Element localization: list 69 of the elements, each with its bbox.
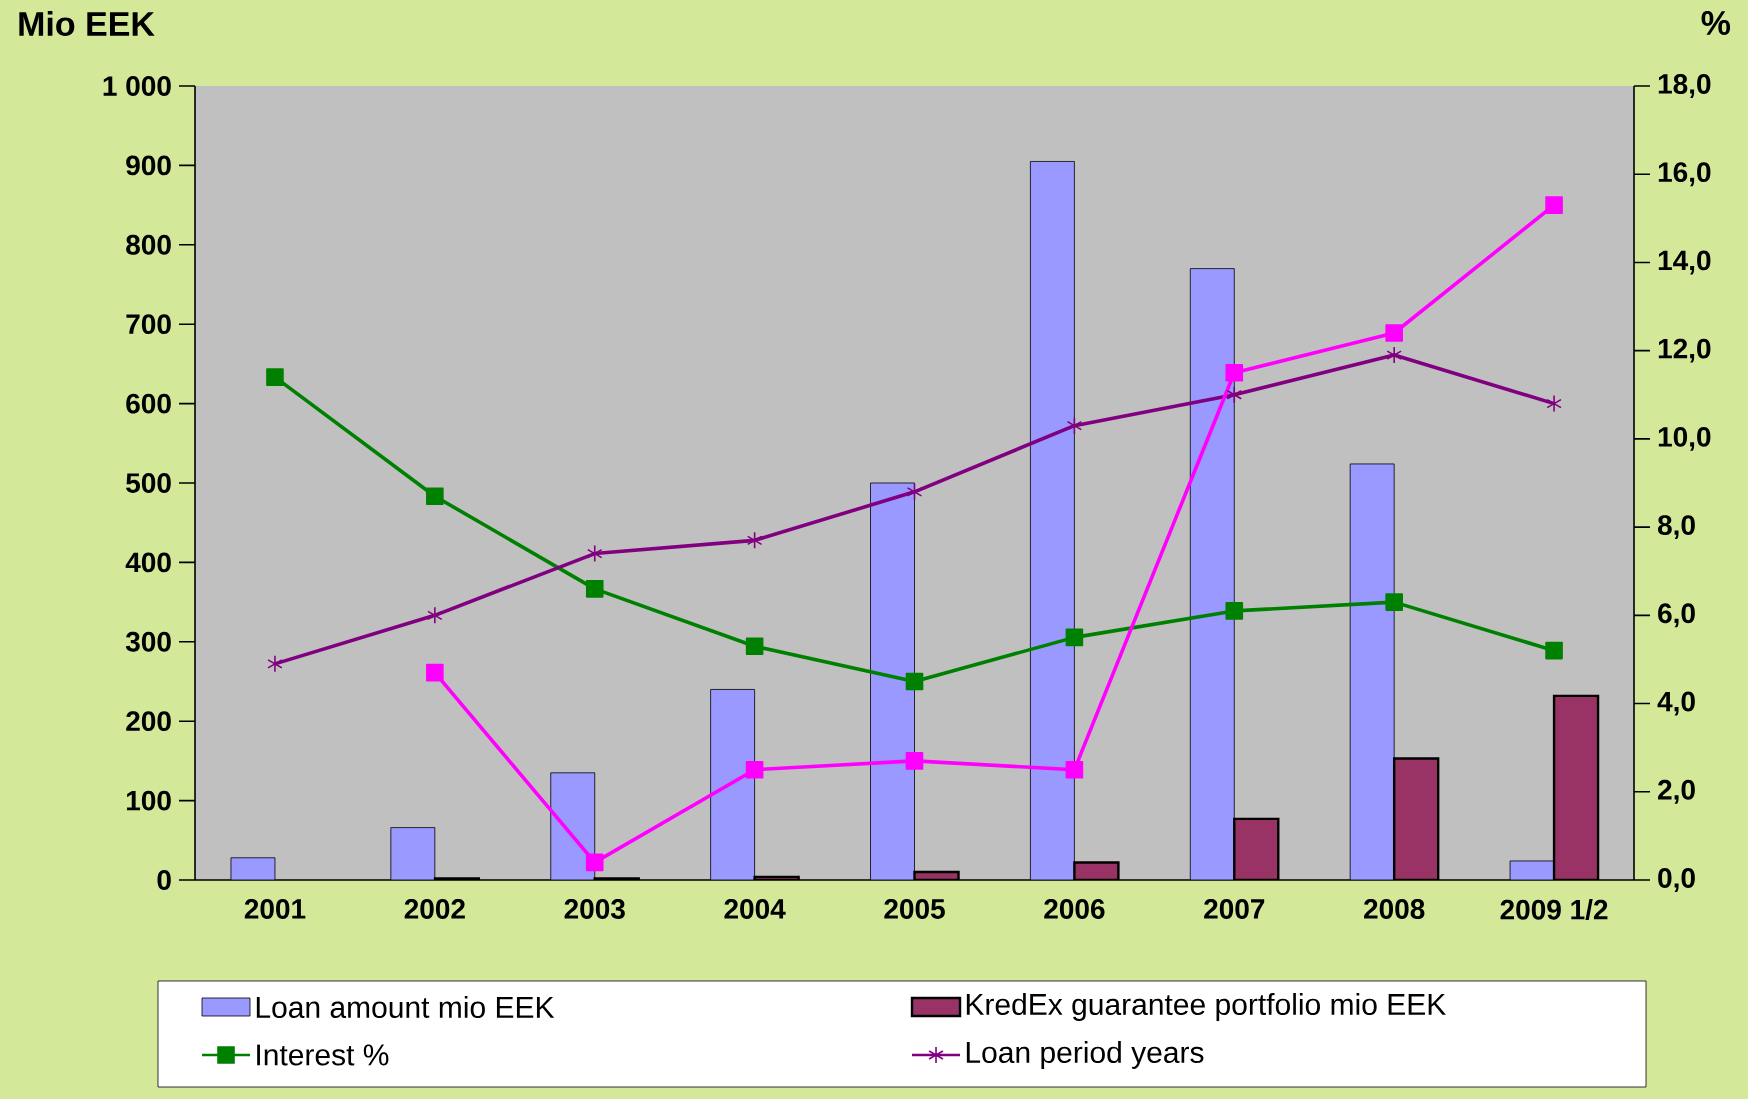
y2-tick-label: 0,0 (1658, 868, 1695, 892)
y-tick-label: 1 000 (103, 76, 171, 96)
point (1225, 363, 1244, 382)
bar (230, 857, 276, 880)
point (1226, 385, 1243, 404)
bar (870, 482, 915, 880)
point (746, 531, 763, 550)
legend-label: Loan amount mio EEK (256, 995, 555, 1019)
bar (1030, 161, 1075, 880)
y-tick-label: 500 (126, 473, 171, 493)
point (585, 580, 604, 598)
y-tick-label: 600 (126, 393, 171, 414)
y-tick-label: 900 (126, 155, 171, 176)
x-tick-label: 2008 (1364, 899, 1425, 919)
point (266, 368, 284, 386)
x-tick-label: 2004 (724, 899, 786, 919)
y2-tick-label: 10,0 (1658, 426, 1711, 451)
y2-tick-label: 12,0 (1658, 338, 1711, 363)
y-tick-label: 400 (125, 552, 171, 573)
x-tick-label: 2007 (1204, 899, 1265, 919)
y-tick-label: 800 (126, 234, 171, 255)
point (906, 483, 923, 501)
x-tick-label: 2002 (404, 899, 465, 919)
point (1065, 628, 1084, 647)
point (427, 606, 443, 625)
bar (1189, 268, 1235, 880)
y-tick-label: 0 (157, 870, 171, 890)
x-tick-label: 2006 (1044, 899, 1105, 919)
y2-axis-title: % (1701, 11, 1731, 35)
point (1385, 593, 1403, 611)
y2-tick-label: 2,0 (1658, 779, 1695, 804)
bar (390, 827, 436, 880)
point (745, 760, 764, 779)
point (585, 853, 604, 872)
y2-tick-label: 4,0 (1657, 691, 1695, 716)
y2-tick-label: 8,0 (1657, 515, 1695, 540)
point (1386, 346, 1402, 364)
legend-label: Loan period years (966, 1041, 1204, 1069)
point (905, 752, 924, 770)
legend-label: Interest % (257, 1044, 389, 1066)
x-tick-label: 2001 (244, 899, 306, 919)
y-axis-title: Mio EEK (19, 11, 155, 37)
point (267, 655, 283, 673)
y-tick-label: 100 (126, 790, 171, 811)
point (905, 672, 924, 691)
point (1225, 602, 1244, 620)
legend-label: KredEx guarantee portfolio mio EEK (966, 993, 1446, 1021)
y-tick-label: 300 (125, 631, 171, 652)
point (426, 487, 444, 506)
y2-tick-label: 6,0 (1658, 603, 1695, 628)
y2-tick-label: 14,0 (1658, 250, 1711, 275)
y-tick-label: 700 (126, 314, 171, 335)
point (587, 544, 603, 563)
y2-tick-label: 16,0 (1658, 162, 1711, 187)
point (1066, 416, 1083, 435)
x-tick-label: 2005 (884, 899, 945, 919)
point (1065, 760, 1084, 779)
x-tick-label: 2003 (564, 899, 625, 919)
point (1385, 324, 1403, 342)
bar (710, 689, 756, 880)
y-tick-label: 200 (126, 711, 171, 732)
point (745, 637, 764, 656)
point (1545, 196, 1563, 214)
point (1546, 394, 1562, 413)
bar (1349, 463, 1395, 880)
y2-tick-label: 18,0 (1658, 74, 1711, 98)
point (1545, 641, 1563, 660)
point (426, 663, 444, 682)
x-tick-label: 2009 1/2 (1500, 899, 1608, 920)
